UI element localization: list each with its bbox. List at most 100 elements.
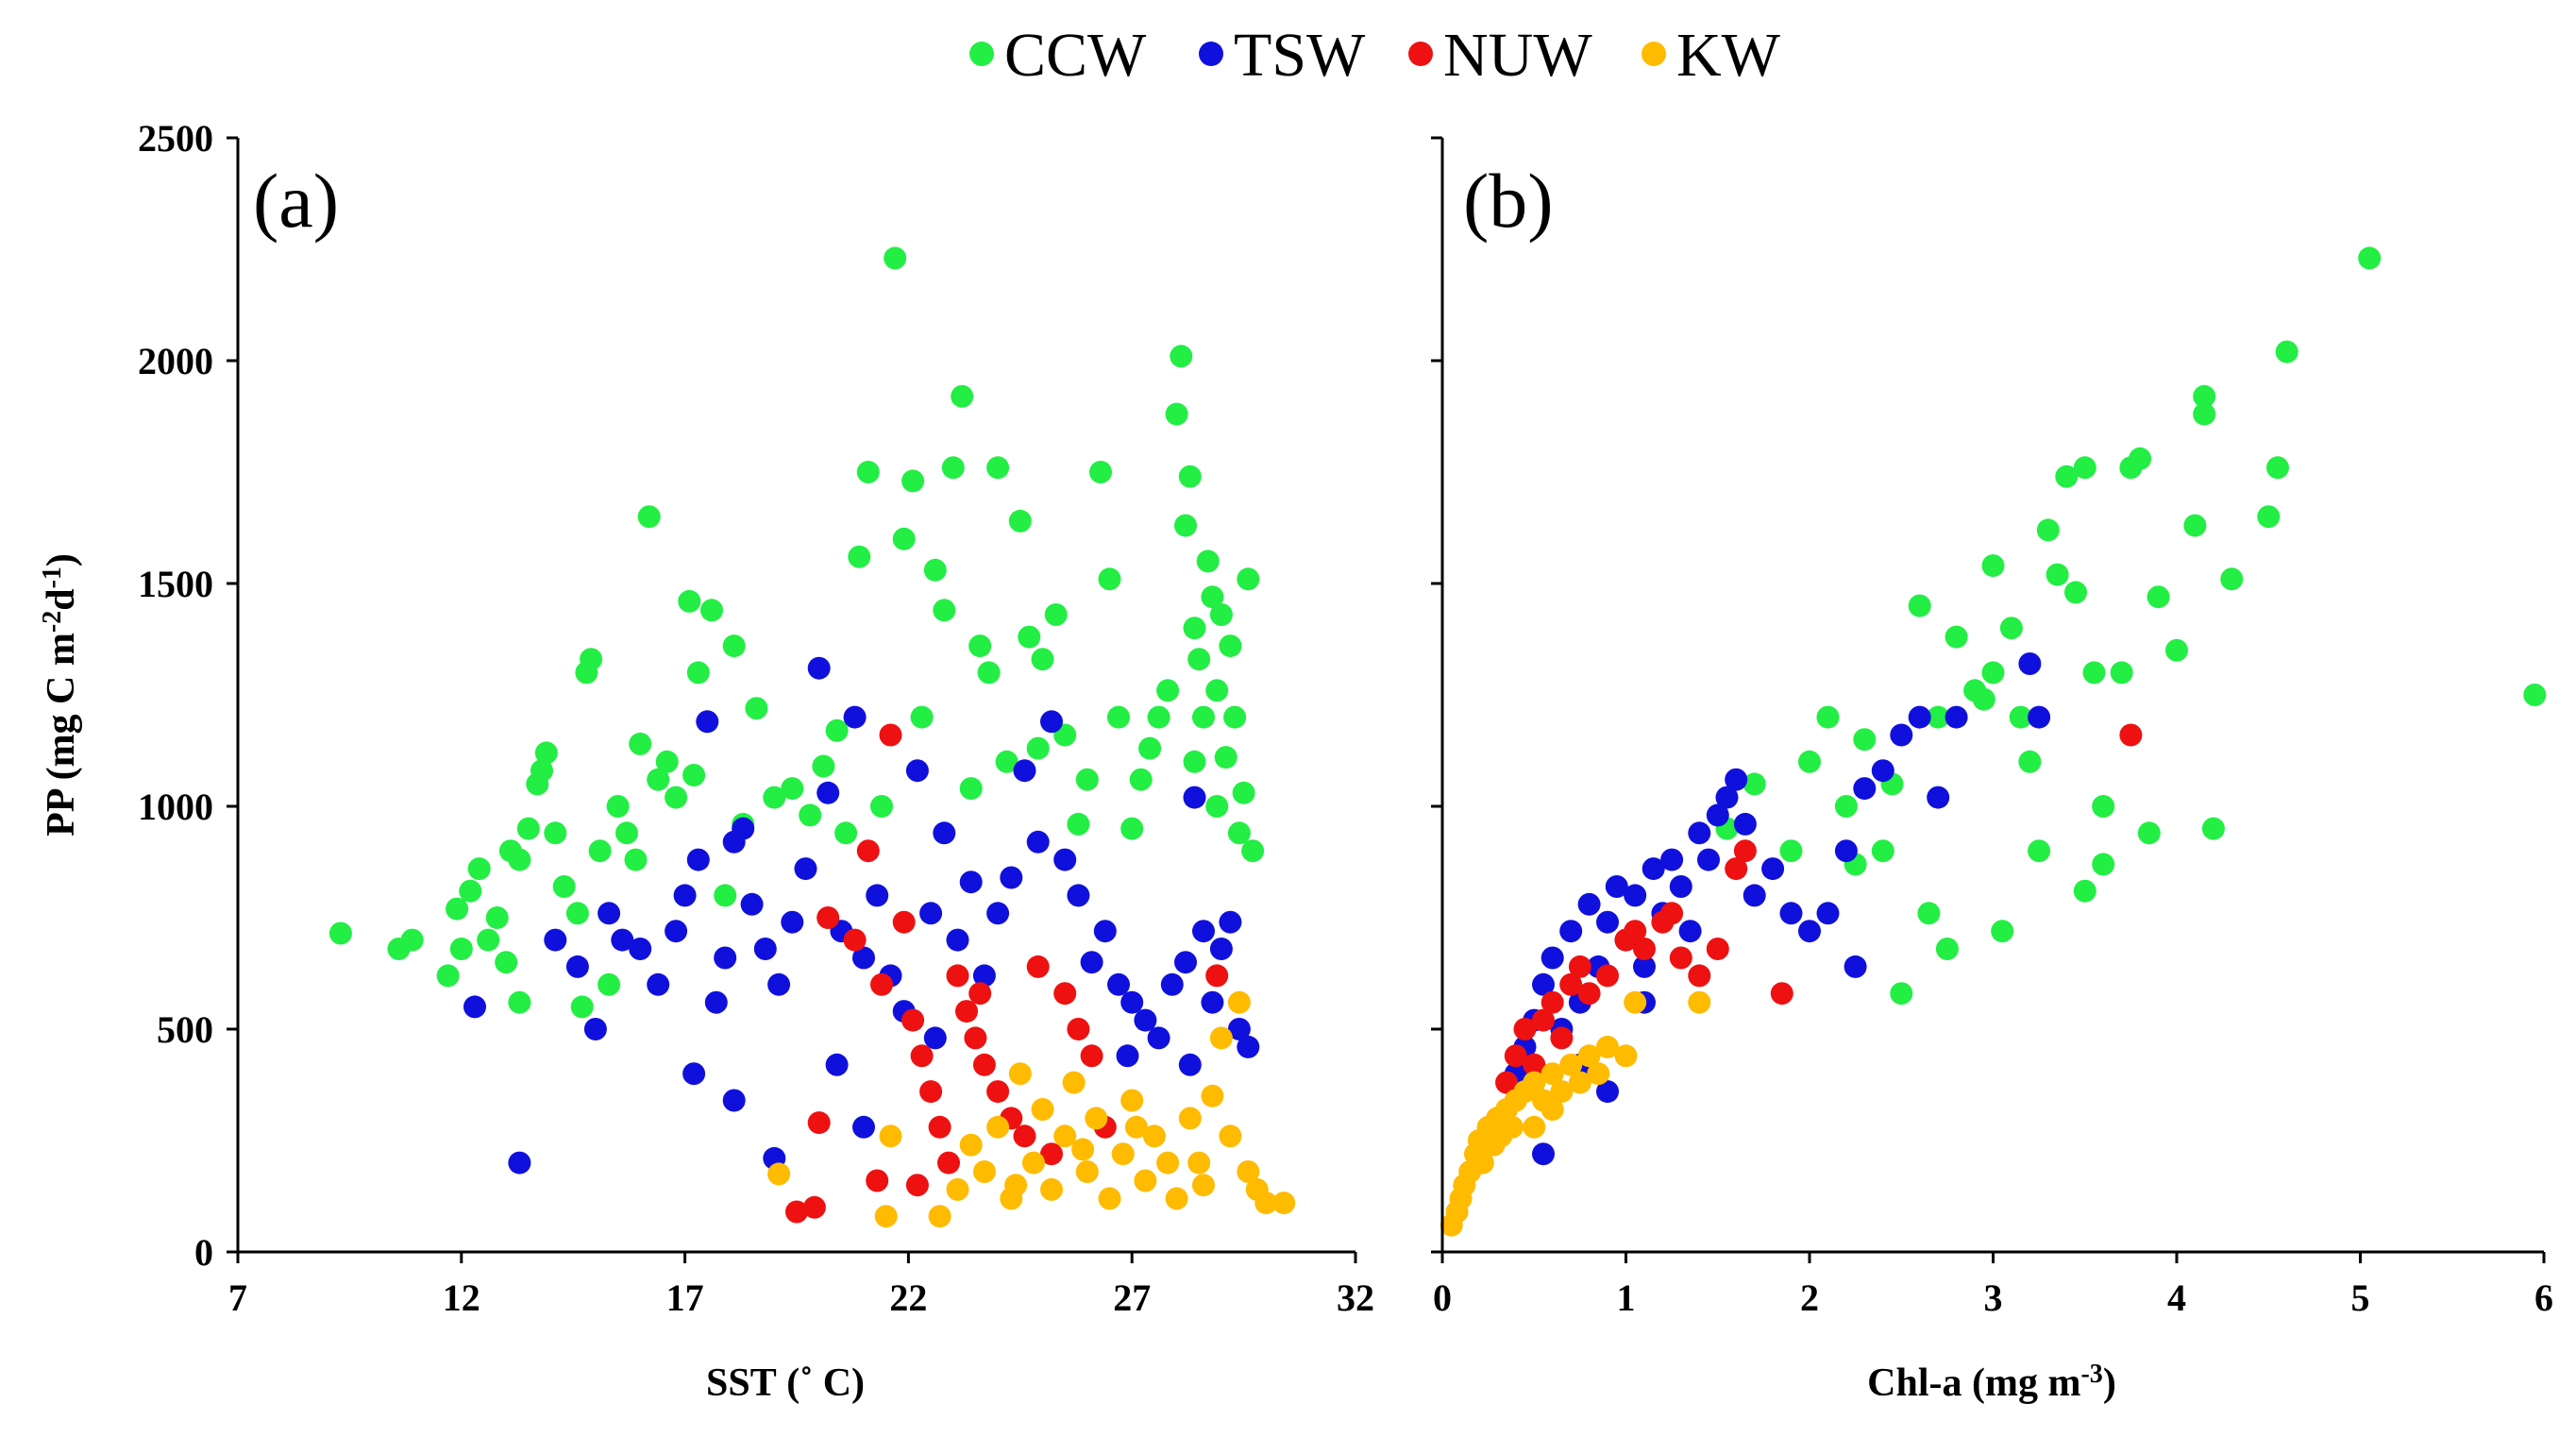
x-tick-label: 7: [228, 1276, 247, 1319]
point-ccw: [1205, 795, 1229, 818]
point-nuw: [1706, 938, 1729, 960]
point-ccw: [1192, 705, 1215, 729]
point-tsw: [722, 1089, 746, 1112]
point-ccw: [2220, 567, 2244, 591]
point-nuw: [946, 964, 969, 988]
point-tsw: [1779, 902, 1803, 925]
point-kw: [986, 1115, 1010, 1139]
point-kw: [1500, 1115, 1524, 1139]
point-ccw: [812, 754, 835, 778]
point-kw: [1071, 1138, 1095, 1161]
point-kw: [1577, 1044, 1601, 1068]
point-kw: [972, 1160, 996, 1183]
point-nuw: [1523, 1053, 1546, 1076]
point-tsw: [1227, 1018, 1251, 1040]
y-tick-label: 2000: [138, 340, 213, 382]
legend-marker-kw: [1642, 42, 1666, 66]
point-tsw: [946, 928, 969, 952]
point-ccw: [1209, 603, 1233, 626]
point-ccw: [508, 990, 531, 1014]
point-ccw: [655, 750, 679, 773]
point-nuw: [1013, 1124, 1036, 1148]
point-ccw: [467, 857, 491, 881]
point-ccw: [2009, 705, 2032, 729]
point-ccw: [2018, 750, 2042, 773]
point-nuw: [785, 1200, 808, 1224]
point-ccw: [2064, 581, 2087, 604]
point-ccw: [436, 964, 460, 988]
point-tsw: [794, 857, 817, 881]
point-tsw: [1908, 705, 1931, 729]
point-kw: [1178, 1107, 1202, 1130]
legend-marker-nuw: [1408, 42, 1433, 66]
x-tick-label: 6: [2534, 1276, 2553, 1319]
point-kw: [1541, 1098, 1564, 1121]
point-nuw: [1550, 1026, 1574, 1050]
point-kw: [959, 1133, 983, 1157]
point-kw: [946, 1177, 969, 1201]
point-ccw: [588, 839, 612, 863]
legend-marker-ccw: [969, 42, 994, 66]
point-tsw: [753, 938, 777, 960]
point-tsw: [686, 848, 710, 871]
point-ccw: [834, 821, 858, 845]
point-ccw: [1067, 812, 1090, 836]
point-ccw: [1026, 736, 1050, 760]
point-ccw: [1232, 781, 1255, 804]
point-tsw: [1160, 972, 1184, 996]
point-ccw: [2257, 505, 2281, 529]
y-title-sup2: -1: [38, 566, 67, 588]
point-kw: [1111, 1142, 1135, 1166]
point-kw: [1075, 1160, 1099, 1183]
point-kw: [1559, 1053, 1583, 1076]
point-tsw: [1715, 786, 1739, 809]
x-tick-label: 0: [1433, 1276, 1452, 1319]
point-nuw: [1053, 982, 1077, 1006]
legend-label-ccw: CCW: [1004, 21, 1147, 90]
point-kw: [1227, 990, 1251, 1014]
point-tsw: [1532, 1142, 1555, 1166]
point-tsw: [1927, 786, 1950, 809]
point-ccw: [637, 505, 661, 529]
point-nuw: [1733, 839, 1757, 863]
point-tsw: [704, 990, 728, 1014]
point-kw: [1120, 1089, 1144, 1112]
point-ccw: [848, 545, 871, 568]
point-ccw: [968, 634, 992, 658]
point-tsw: [1559, 920, 1583, 943]
point-ccw: [449, 938, 473, 960]
point-nuw: [1026, 955, 1050, 978]
point-kw: [1272, 1192, 1296, 1215]
point-kw: [1254, 1192, 1278, 1215]
point-nuw: [2119, 723, 2143, 747]
point-kw: [1688, 990, 1711, 1014]
point-tsw: [463, 995, 486, 1019]
point-ccw: [477, 928, 500, 952]
point-tsw: [1605, 875, 1628, 898]
point-kw: [1219, 1124, 1242, 1148]
point-ccw: [1044, 603, 1068, 626]
point-ccw: [552, 875, 576, 898]
x-tick-label: 27: [1113, 1276, 1151, 1319]
point-tsw: [1890, 723, 1913, 747]
point-tsw: [1733, 812, 1757, 836]
point-kw: [1523, 1115, 1546, 1139]
point-tsw: [1147, 1026, 1170, 1050]
point-ccw: [951, 384, 974, 408]
point-ccw: [1214, 746, 1237, 769]
point-ccw: [2201, 817, 2225, 840]
point-tsw: [972, 964, 996, 988]
point-tsw: [1541, 946, 1564, 970]
point-tsw: [1532, 972, 1555, 996]
point-ccw: [1183, 750, 1206, 773]
point-kw: [1156, 1151, 1180, 1175]
x-tick-label: 3: [1984, 1276, 2003, 1319]
point-tsw: [1761, 857, 1785, 881]
point-kw: [1624, 990, 1647, 1014]
point-ccw: [1170, 345, 1193, 368]
panel-b-label: (b): [1463, 158, 1554, 244]
point-ccw: [2036, 518, 2060, 542]
panel-b-points: [1440, 246, 2547, 1237]
point-ccw: [722, 634, 746, 658]
